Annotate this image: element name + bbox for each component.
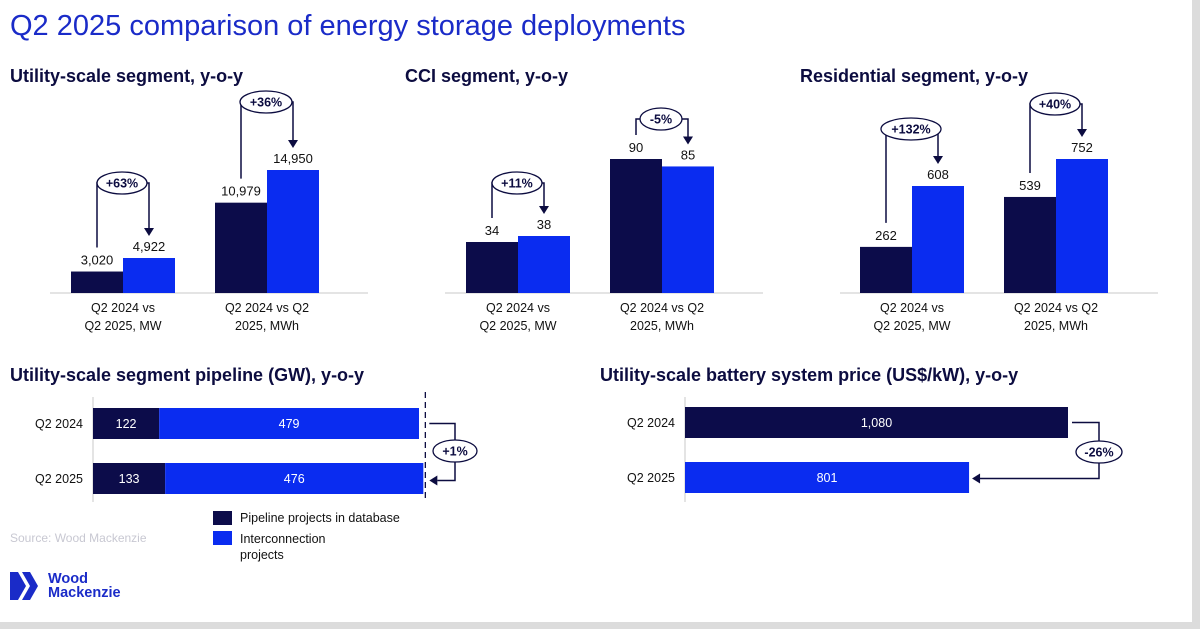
logo-mark-icon [10, 572, 38, 600]
residential-bar-0-q2-2025 [912, 186, 964, 293]
utility-category-1-line1: Q2 2024 vs Q2 [225, 301, 309, 315]
utility-category-0-line2: Q2 2025, MW [84, 319, 161, 333]
utility-bar-0-q2-2025 [123, 258, 175, 293]
utility-category-0-line1: Q2 2024 vs [91, 301, 155, 315]
cci-change-arrowhead-1 [683, 136, 693, 145]
pipeline-row-label-1: Q2 2025 [35, 472, 83, 486]
utility-value-0-q2-2024: 3,020 [81, 253, 114, 268]
residential-category-0-line2: Q2 2025, MW [873, 319, 950, 333]
residential-change-1-bubble [1029, 92, 1081, 116]
pipeline-bar-label-0-0: 122 [116, 417, 137, 431]
cci-bar-1-q2-2025 [662, 166, 714, 293]
price-bar-0 [685, 407, 1068, 438]
pipeline-bar-0-interconnection [159, 408, 419, 439]
utility-heading: Utility-scale segment, y-o-y [10, 66, 244, 86]
cci-category-1-line2: 2025, MWh [630, 319, 694, 333]
residential-change-0-label: +132% [891, 123, 930, 137]
pipeline-change-label: +1% [442, 445, 467, 459]
residential-category-1-line2: 2025, MWh [1024, 319, 1088, 333]
cci-bar-1-q2-2024 [610, 159, 662, 293]
utility-change-1-bubble [239, 90, 293, 114]
pipeline-change-bubble [432, 439, 478, 463]
residential-value-0-q2-2025: 608 [927, 167, 949, 182]
utility-change-0-label: +63% [106, 177, 138, 191]
residential-value-0-q2-2024: 262 [875, 228, 897, 243]
utility-value-0-q2-2025: 4,922 [133, 239, 166, 254]
price-bar-label-1: 801 [817, 471, 838, 485]
wood-mackenzie-logo: Wood Mackenzie [10, 571, 121, 601]
residential-bar-1-q2-2024 [1004, 196, 1056, 293]
cci-change-0-bubble [491, 171, 543, 195]
residential-change-0-bubble [880, 117, 942, 141]
pipeline-bar-label-1-0: 133 [119, 472, 140, 486]
cci-category-0-line2: Q2 2025, MW [479, 319, 556, 333]
utility-change-0-bubble [96, 171, 148, 195]
source-note: Source: Wood Mackenzie [10, 531, 147, 545]
pipeline-bar-1-database [93, 463, 166, 494]
residential-category-0-line1: Q2 2024 vs [880, 301, 944, 315]
page-title: Q2 2025 comparison of energy storage dep… [10, 10, 686, 42]
pipeline-bar-0-database [93, 408, 160, 439]
cci-bar-0-q2-2025 [518, 236, 570, 293]
residential-heading: Residential segment, y-o-y [800, 66, 1029, 86]
logo-line1: Wood [48, 571, 88, 587]
cci-category-0-line1: Q2 2024 vs [486, 301, 550, 315]
residential-bar-0-q2-2024 [860, 246, 912, 293]
utility-category-1-line2: 2025, MWh [235, 319, 299, 333]
residential-change-arrowhead-1 [1077, 129, 1087, 137]
residential-bar-1-q2-2025 [1056, 159, 1108, 293]
legend-item-pipeline: Pipeline projects in database [213, 511, 400, 525]
price-bar-label-0: 1,080 [861, 416, 892, 430]
cci-value-1-q2-2024: 90 [629, 140, 643, 155]
cci-bar-0-q2-2024 [466, 242, 518, 293]
cci-value-0-q2-2024: 34 [485, 223, 499, 238]
pipeline-bar-1-interconnection [165, 463, 424, 494]
pipeline-change-arrowhead [429, 475, 438, 486]
pipeline-row-label-0: Q2 2024 [35, 417, 83, 431]
cci-value-0-q2-2025: 38 [537, 217, 551, 232]
residential-value-1-q2-2024: 539 [1019, 178, 1041, 193]
cci-change-0-label: +11% [501, 177, 533, 191]
cci-category-1-line1: Q2 2024 vs Q2 [620, 301, 704, 315]
cci-value-1-q2-2025: 85 [681, 147, 695, 162]
cci-change-1-bubble [639, 107, 683, 131]
legend-swatch-dark [213, 511, 232, 525]
legend-item-interconnection: Interconnection projects [213, 531, 400, 563]
utility-value-1-q2-2024: 10,979 [221, 184, 261, 199]
cci-heading: CCI segment, y-o-y [405, 66, 569, 86]
residential-change-1-label: +40% [1039, 98, 1071, 112]
utility-bar-1-q2-2024 [215, 202, 267, 293]
legend-swatch-bright [213, 531, 232, 545]
cci-change-arrowhead-0 [539, 206, 549, 214]
utility-value-1-q2-2025: 14,950 [273, 151, 313, 166]
pipeline-bar-label-0-1: 479 [279, 417, 300, 431]
residential-category-1-line1: Q2 2024 vs Q2 [1014, 301, 1098, 315]
legend-label-interconnection: Interconnection projects [240, 532, 326, 562]
utility-change-arrowhead-1 [288, 140, 298, 148]
utility-change-1-label: +36% [250, 96, 282, 110]
price-heading: Utility-scale battery system price (US$/… [600, 365, 1019, 385]
pipeline-bar-label-1-1: 476 [284, 472, 305, 486]
pipeline-legend: Pipeline projects in database Interconne… [213, 511, 400, 569]
utility-change-arrowhead-0 [144, 228, 154, 236]
price-change-label: -26% [1084, 446, 1113, 460]
price-row-label-0: Q2 2024 [627, 416, 675, 430]
logo-line2: Mackenzie [48, 585, 121, 601]
price-bar-1 [685, 462, 970, 493]
cci-change-1-label: -5% [650, 113, 672, 127]
residential-change-arrowhead-0 [933, 156, 943, 164]
legend-label-pipeline: Pipeline projects in database [240, 511, 400, 525]
residential-value-1-q2-2025: 752 [1071, 140, 1093, 155]
utility-bar-1-q2-2025 [267, 170, 319, 293]
price-row-label-1: Q2 2025 [627, 471, 675, 485]
price-change-bubble [1075, 440, 1123, 464]
price-change-arrowhead [972, 473, 981, 484]
pipeline-heading: Utility-scale segment pipeline (GW), y-o… [10, 365, 365, 385]
logo-wordmark: Wood Mackenzie [48, 571, 121, 601]
utility-bar-0-q2-2024 [71, 271, 123, 293]
